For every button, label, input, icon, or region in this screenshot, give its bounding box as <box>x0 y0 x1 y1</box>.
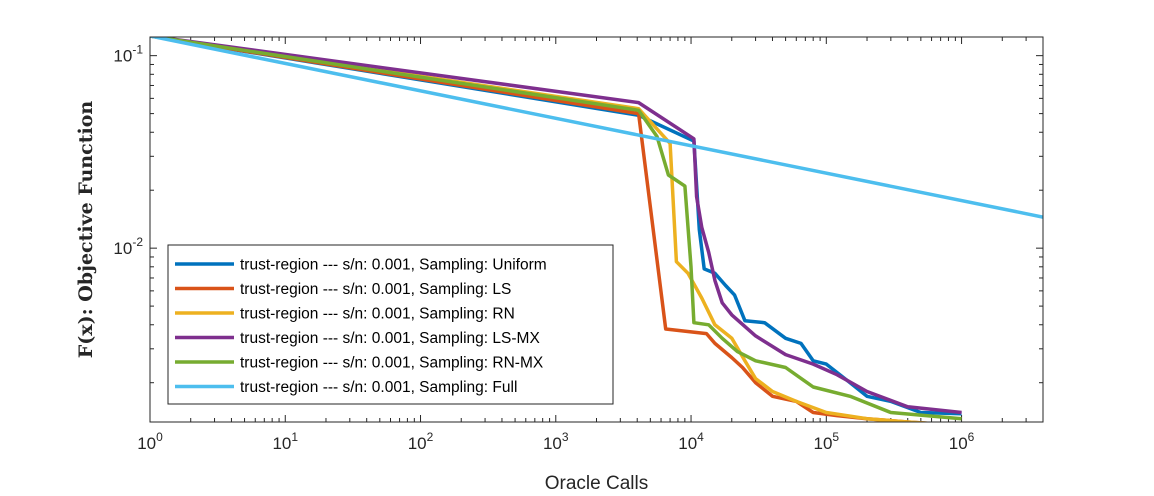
x-tick-label: 103 <box>543 430 569 453</box>
y-tick-label: 10-2 <box>113 235 143 258</box>
x-tick-label: 101 <box>272 430 298 453</box>
x-tick-label: 105 <box>813 430 839 453</box>
plot-frame <box>149 36 1044 423</box>
legend-entry: trust-region --- s/n: 0.001, Sampling: L… <box>240 281 511 298</box>
x-tick-label: 100 <box>137 430 163 453</box>
legend-box <box>167 244 614 405</box>
legend-entry: trust-region --- s/n: 0.001, Sampling: U… <box>240 257 547 274</box>
legend-entry: trust-region --- s/n: 0.001, Sampling: F… <box>240 379 517 396</box>
legend-entry: trust-region --- s/n: 0.001, Sampling: R… <box>240 355 544 372</box>
y-tick-label: 10-1 <box>113 43 143 66</box>
x-tick-label: 104 <box>678 430 704 453</box>
x-tick-label: 106 <box>949 430 975 453</box>
series-lines <box>150 37 1043 422</box>
series-line-4 <box>150 37 962 415</box>
series-line-3 <box>150 37 936 422</box>
legend-entry: trust-region --- s/n: 0.001, Sampling: L… <box>240 330 540 347</box>
legend-entry: trust-region --- s/n: 0.001, Sampling: R… <box>240 306 515 323</box>
series-line-1 <box>150 37 962 416</box>
series-line-5 <box>150 37 962 421</box>
axes-box <box>149 36 1044 423</box>
legend: trust-region --- s/n: 0.001, Sampling: U… <box>167 244 614 405</box>
x-axis-label: Oracle Calls <box>545 473 648 494</box>
x-tick-label: 102 <box>408 430 434 453</box>
tick-labels: 100 101 102 103 104 105 106 10-2 10-1 <box>113 43 974 453</box>
axis-ticks <box>149 37 1044 422</box>
series-line-6 <box>150 37 1043 219</box>
y-axis-label: F(x): Objective Function <box>75 101 97 359</box>
